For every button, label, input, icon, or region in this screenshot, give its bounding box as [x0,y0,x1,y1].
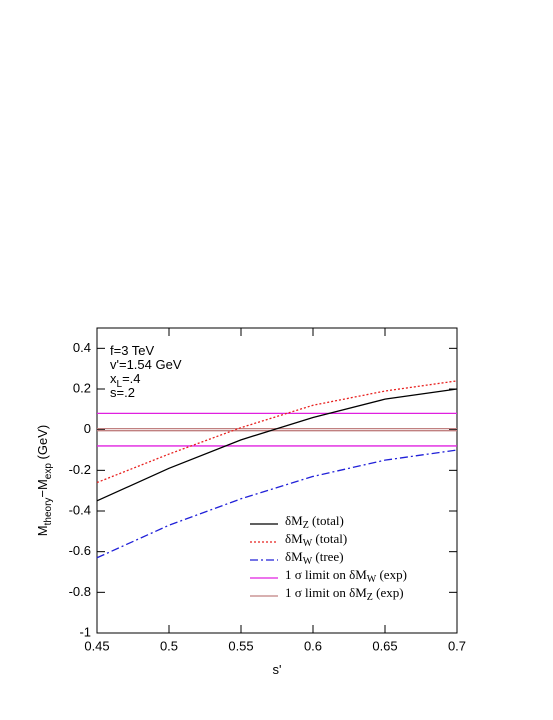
x-tick-label: 0.7 [448,638,466,653]
legend-label-part: (total) [312,531,347,546]
legend-label-part: (exp) [376,567,407,582]
y-tick-label: -0.4 [69,502,91,517]
annotation-part: f=3 TeV [110,343,155,358]
legend-label-part: W [303,556,313,567]
y-axis-label: Mtheory−Mexp (GeV) [35,425,53,536]
y-axis-label-part: theory [43,498,54,526]
y-tick-label: 0.4 [73,340,91,355]
legend-label: δMW (total) [285,531,347,549]
y-axis-label-part: (GeV) [35,425,50,463]
x-axis-label: s' [273,662,282,677]
series-line [96,449,458,559]
y-tick-label: -0.8 [69,584,91,599]
legend-label-part: δM [285,513,303,528]
legend-label-part: δM [285,531,303,546]
annotation-part: x [110,371,117,386]
legend-label-part: (tree) [312,549,343,564]
series-line [96,380,458,484]
x-tick-label: 0.6 [304,638,322,653]
x-tick-label: 0.5 [160,638,178,653]
y-tick-label: 0.2 [73,380,91,395]
x-tick-label: 0.65 [372,638,397,653]
legend-label-part: δM [285,549,303,564]
x-tick-label: 0.45 [84,638,109,653]
legend-label: δMZ (total) [285,513,344,531]
y-tick-label: -0.6 [69,543,91,558]
legend-label-part: Z [367,592,373,603]
legend-label-part: Z [303,520,309,531]
legend-label: δMW (tree) [285,549,344,567]
x-axis-label-part: s' [273,662,282,677]
annotation-part: s=.2 [110,385,135,400]
annotation-part: =.4 [122,371,140,386]
y-tick-label: 0 [84,421,91,436]
series-line [96,388,458,502]
legend-label-part: (total) [309,513,344,528]
legend-label: 1 σ limit on δMW (exp) [285,567,407,585]
plot-frame [96,327,458,634]
legend-label-part: 1 σ limit on δM [285,567,367,582]
y-axis-label-part: −M [35,479,50,497]
legend-label-part: W [303,538,313,549]
legend-label: 1 σ limit on δMZ (exp) [285,585,404,603]
y-axis-label-part: M [35,525,50,536]
x-tick-label: 0.55 [228,638,253,653]
y-tick-label: -0.2 [69,462,91,477]
y-tick-label: -1 [79,624,91,639]
annotation: xL=.4 [110,371,141,389]
annotation: s=.2 [110,385,135,400]
annotation: v'=1.54 GeV [110,357,182,372]
annotation: f=3 TeV [110,343,155,358]
legend-label-part: 1 σ limit on δM [285,585,367,600]
legend-label-part: W [367,574,377,585]
y-axis-label-part: exp [43,463,54,480]
legend-label-part: (exp) [373,585,404,600]
annotation-part: L [117,379,123,390]
annotation-part: v'=1.54 GeV [110,357,182,372]
